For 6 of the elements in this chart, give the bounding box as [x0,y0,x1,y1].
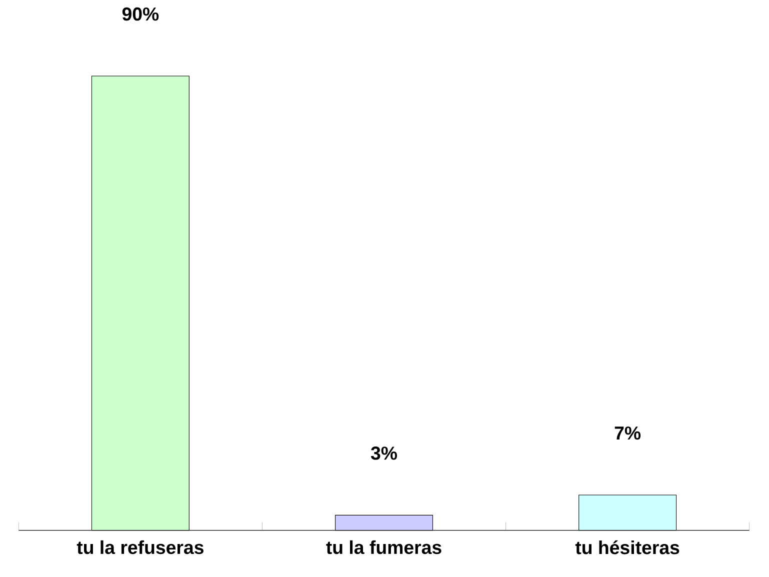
data-label: 7% [614,426,641,440]
x-tick-label: tu la fumeras [326,540,442,554]
data-label: 90% [122,7,159,21]
x-tick-label: tu hésiteras [575,540,680,554]
x-tick-label: tu la refuseras [76,540,204,554]
data-label: 3% [370,446,397,460]
